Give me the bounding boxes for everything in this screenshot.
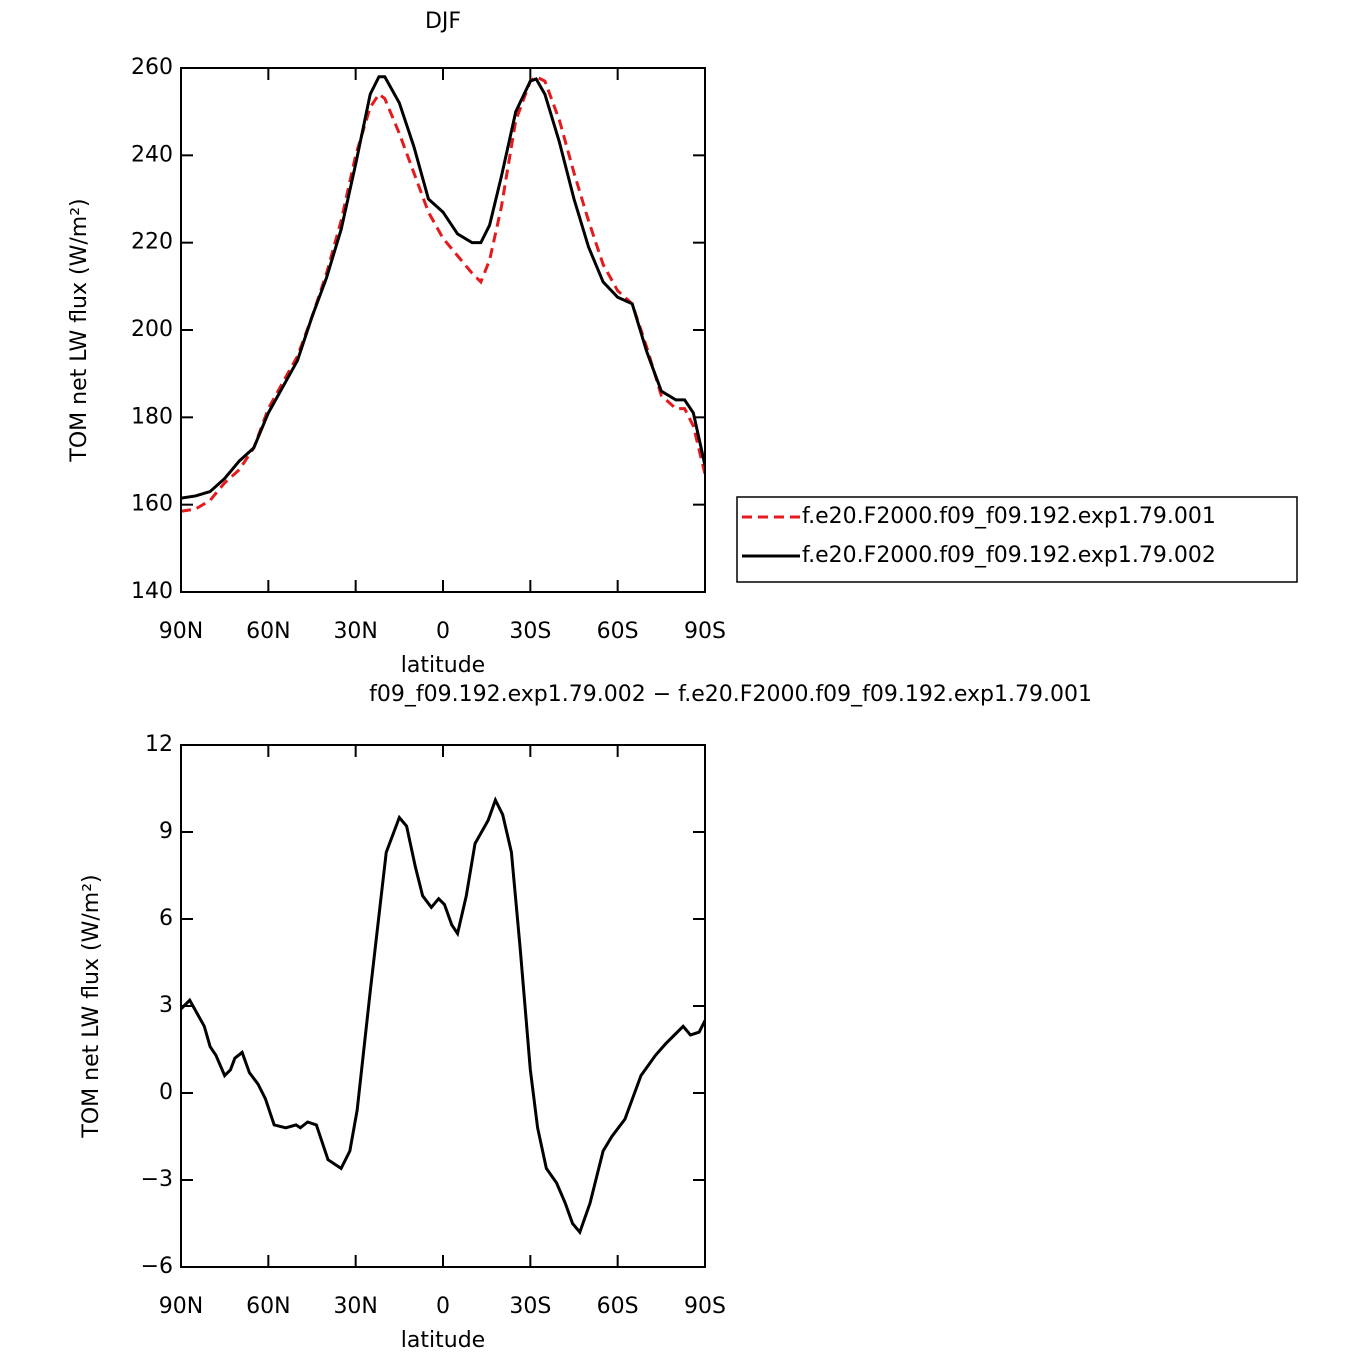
y-tick-label: 6 (159, 906, 173, 931)
legend-box (736, 496, 1298, 583)
chart-title: DJF (425, 9, 461, 34)
x-tick-label: 90S (684, 619, 726, 644)
y-tick-label: 220 (131, 230, 173, 255)
y-tick-label: 260 (131, 55, 173, 80)
x-tick-label: 60S (597, 1294, 639, 1319)
x-tick-label: 60N (246, 1294, 290, 1319)
series-line (181, 796, 705, 1236)
x-axis-label: latitude (401, 653, 485, 678)
x-tick-label: 30N (333, 1294, 377, 1319)
y-tick-label: 12 (145, 732, 173, 757)
x-axis-label: latitude (401, 1328, 485, 1353)
y-axis-label: TOM net LW flux (W/m²) (79, 874, 104, 1138)
series-line (181, 74, 705, 513)
x-tick-label: 30S (509, 1294, 551, 1319)
y-tick-label: 200 (131, 317, 173, 342)
plot-frame (180, 67, 706, 593)
x-tick-label: 90S (684, 1294, 726, 1319)
y-tick-label: −6 (141, 1254, 173, 1279)
x-tick-label: 60S (597, 619, 639, 644)
y-tick-label: −3 (141, 1167, 173, 1192)
y-tick-label: 160 (131, 492, 173, 517)
x-tick-label: 30S (509, 619, 551, 644)
y-tick-label: 3 (159, 993, 173, 1018)
y-tick-label: 0 (159, 1080, 173, 1105)
y-tick-label: 9 (159, 819, 173, 844)
x-tick-label: 60N (246, 619, 290, 644)
plot-frame (180, 744, 706, 1268)
chart-title: f09_f09.192.exp1.79.002 − f.e20.F2000.f0… (369, 682, 1092, 707)
y-axis-label: TOM net LW flux (W/m²) (67, 198, 92, 462)
y-tick-label: 180 (131, 404, 173, 429)
x-tick-label: 0 (436, 619, 450, 644)
x-tick-label: 30N (333, 619, 377, 644)
y-tick-label: 140 (131, 579, 173, 604)
y-tick-label: 240 (131, 142, 173, 167)
x-tick-label: 90N (159, 1294, 203, 1319)
legend-label: f.e20.F2000.f09_f09.192.exp1.79.001 (802, 504, 1216, 529)
x-tick-label: 0 (436, 1294, 450, 1319)
legend-label: f.e20.F2000.f09_f09.192.exp1.79.002 (802, 543, 1216, 568)
x-tick-label: 90N (159, 619, 203, 644)
series-line (181, 75, 705, 500)
